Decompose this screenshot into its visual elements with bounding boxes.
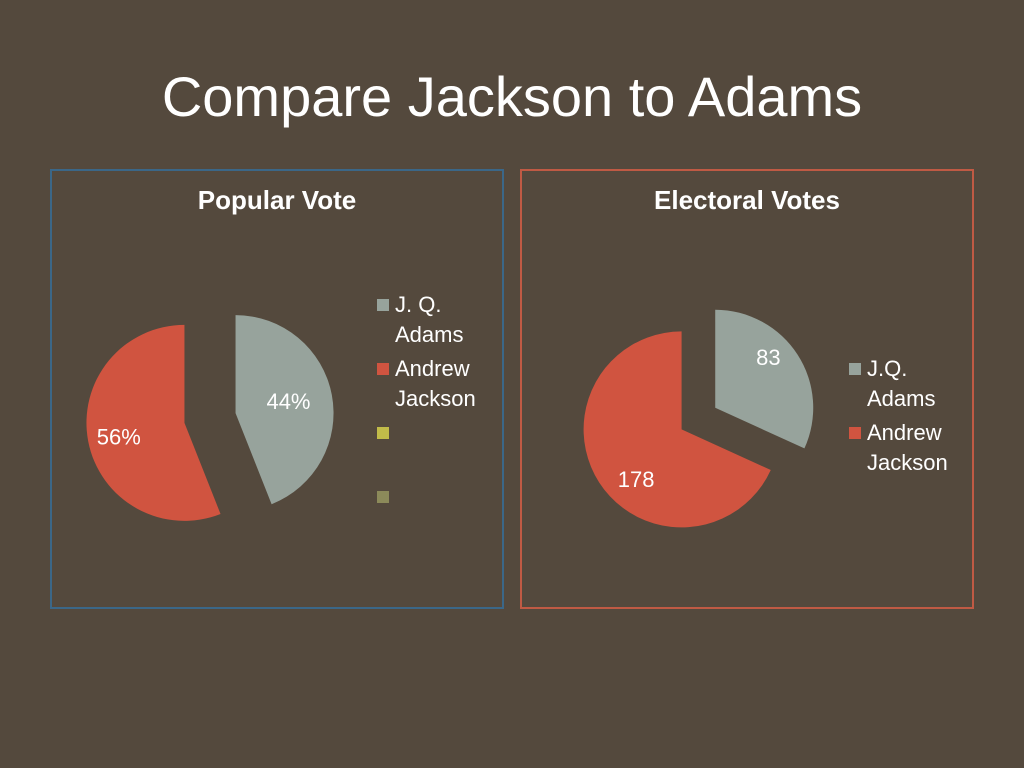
legend-item-jackson: Andrew Jackson <box>847 418 967 478</box>
legend-swatch-adams <box>377 299 389 311</box>
electoral-votes-title: Electoral Votes <box>654 185 840 215</box>
legend-label-jackson: Andrew Jackson <box>395 356 476 411</box>
legend-item-jackson: Andrew Jackson <box>375 354 505 414</box>
legend-label-adams: J. Q. Adams <box>395 292 464 347</box>
data-label-j-q-adams: 44% <box>266 389 310 414</box>
popular-vote-panel: Popular Vote 44% 56% J. Q. Adams Andrew J… <box>50 169 504 609</box>
popular-vote-legend: J. Q. Adams Andrew Jackson <box>375 290 505 546</box>
legend-swatch-jackson <box>377 363 389 375</box>
data-label-andrew-jackson: 178 <box>618 467 655 492</box>
legend-swatch-adams <box>849 363 861 375</box>
pie-slice-andrew-jackson <box>86 324 221 521</box>
legend-item-empty-1 <box>375 418 505 448</box>
data-label-j-q-adams: 83 <box>756 345 780 370</box>
electoral-votes-pie-chart: 83 178 <box>583 309 814 528</box>
legend-swatch-empty-2 <box>377 491 389 503</box>
electoral-votes-legend: J.Q. Adams Andrew Jackson <box>847 354 967 482</box>
pie-slice-j-q-adams <box>235 315 334 505</box>
popular-vote-pie-chart: 44% 56% <box>86 315 334 521</box>
electoral-votes-panel: Electoral Votes 83 178 J.Q. Adams Andrew … <box>520 169 974 609</box>
legend-item-adams: J. Q. Adams <box>375 290 505 350</box>
popular-vote-title: Popular Vote <box>197 185 357 215</box>
pie-slice-andrew-jackson <box>583 331 771 528</box>
slide-title: Compare Jackson to Adams <box>161 65 863 128</box>
legend-label-jackson: Andrew Jackson <box>867 420 948 475</box>
legend-item-adams: J.Q. Adams <box>847 354 967 414</box>
legend-item-empty-2 <box>375 482 505 512</box>
legend-swatch-jackson <box>849 427 861 439</box>
legend-label-adams: J.Q. Adams <box>867 356 936 411</box>
data-label-andrew-jackson: 56% <box>97 424 141 449</box>
pie-slice-j-q-adams <box>715 309 814 449</box>
legend-swatch-empty-1 <box>377 427 389 439</box>
